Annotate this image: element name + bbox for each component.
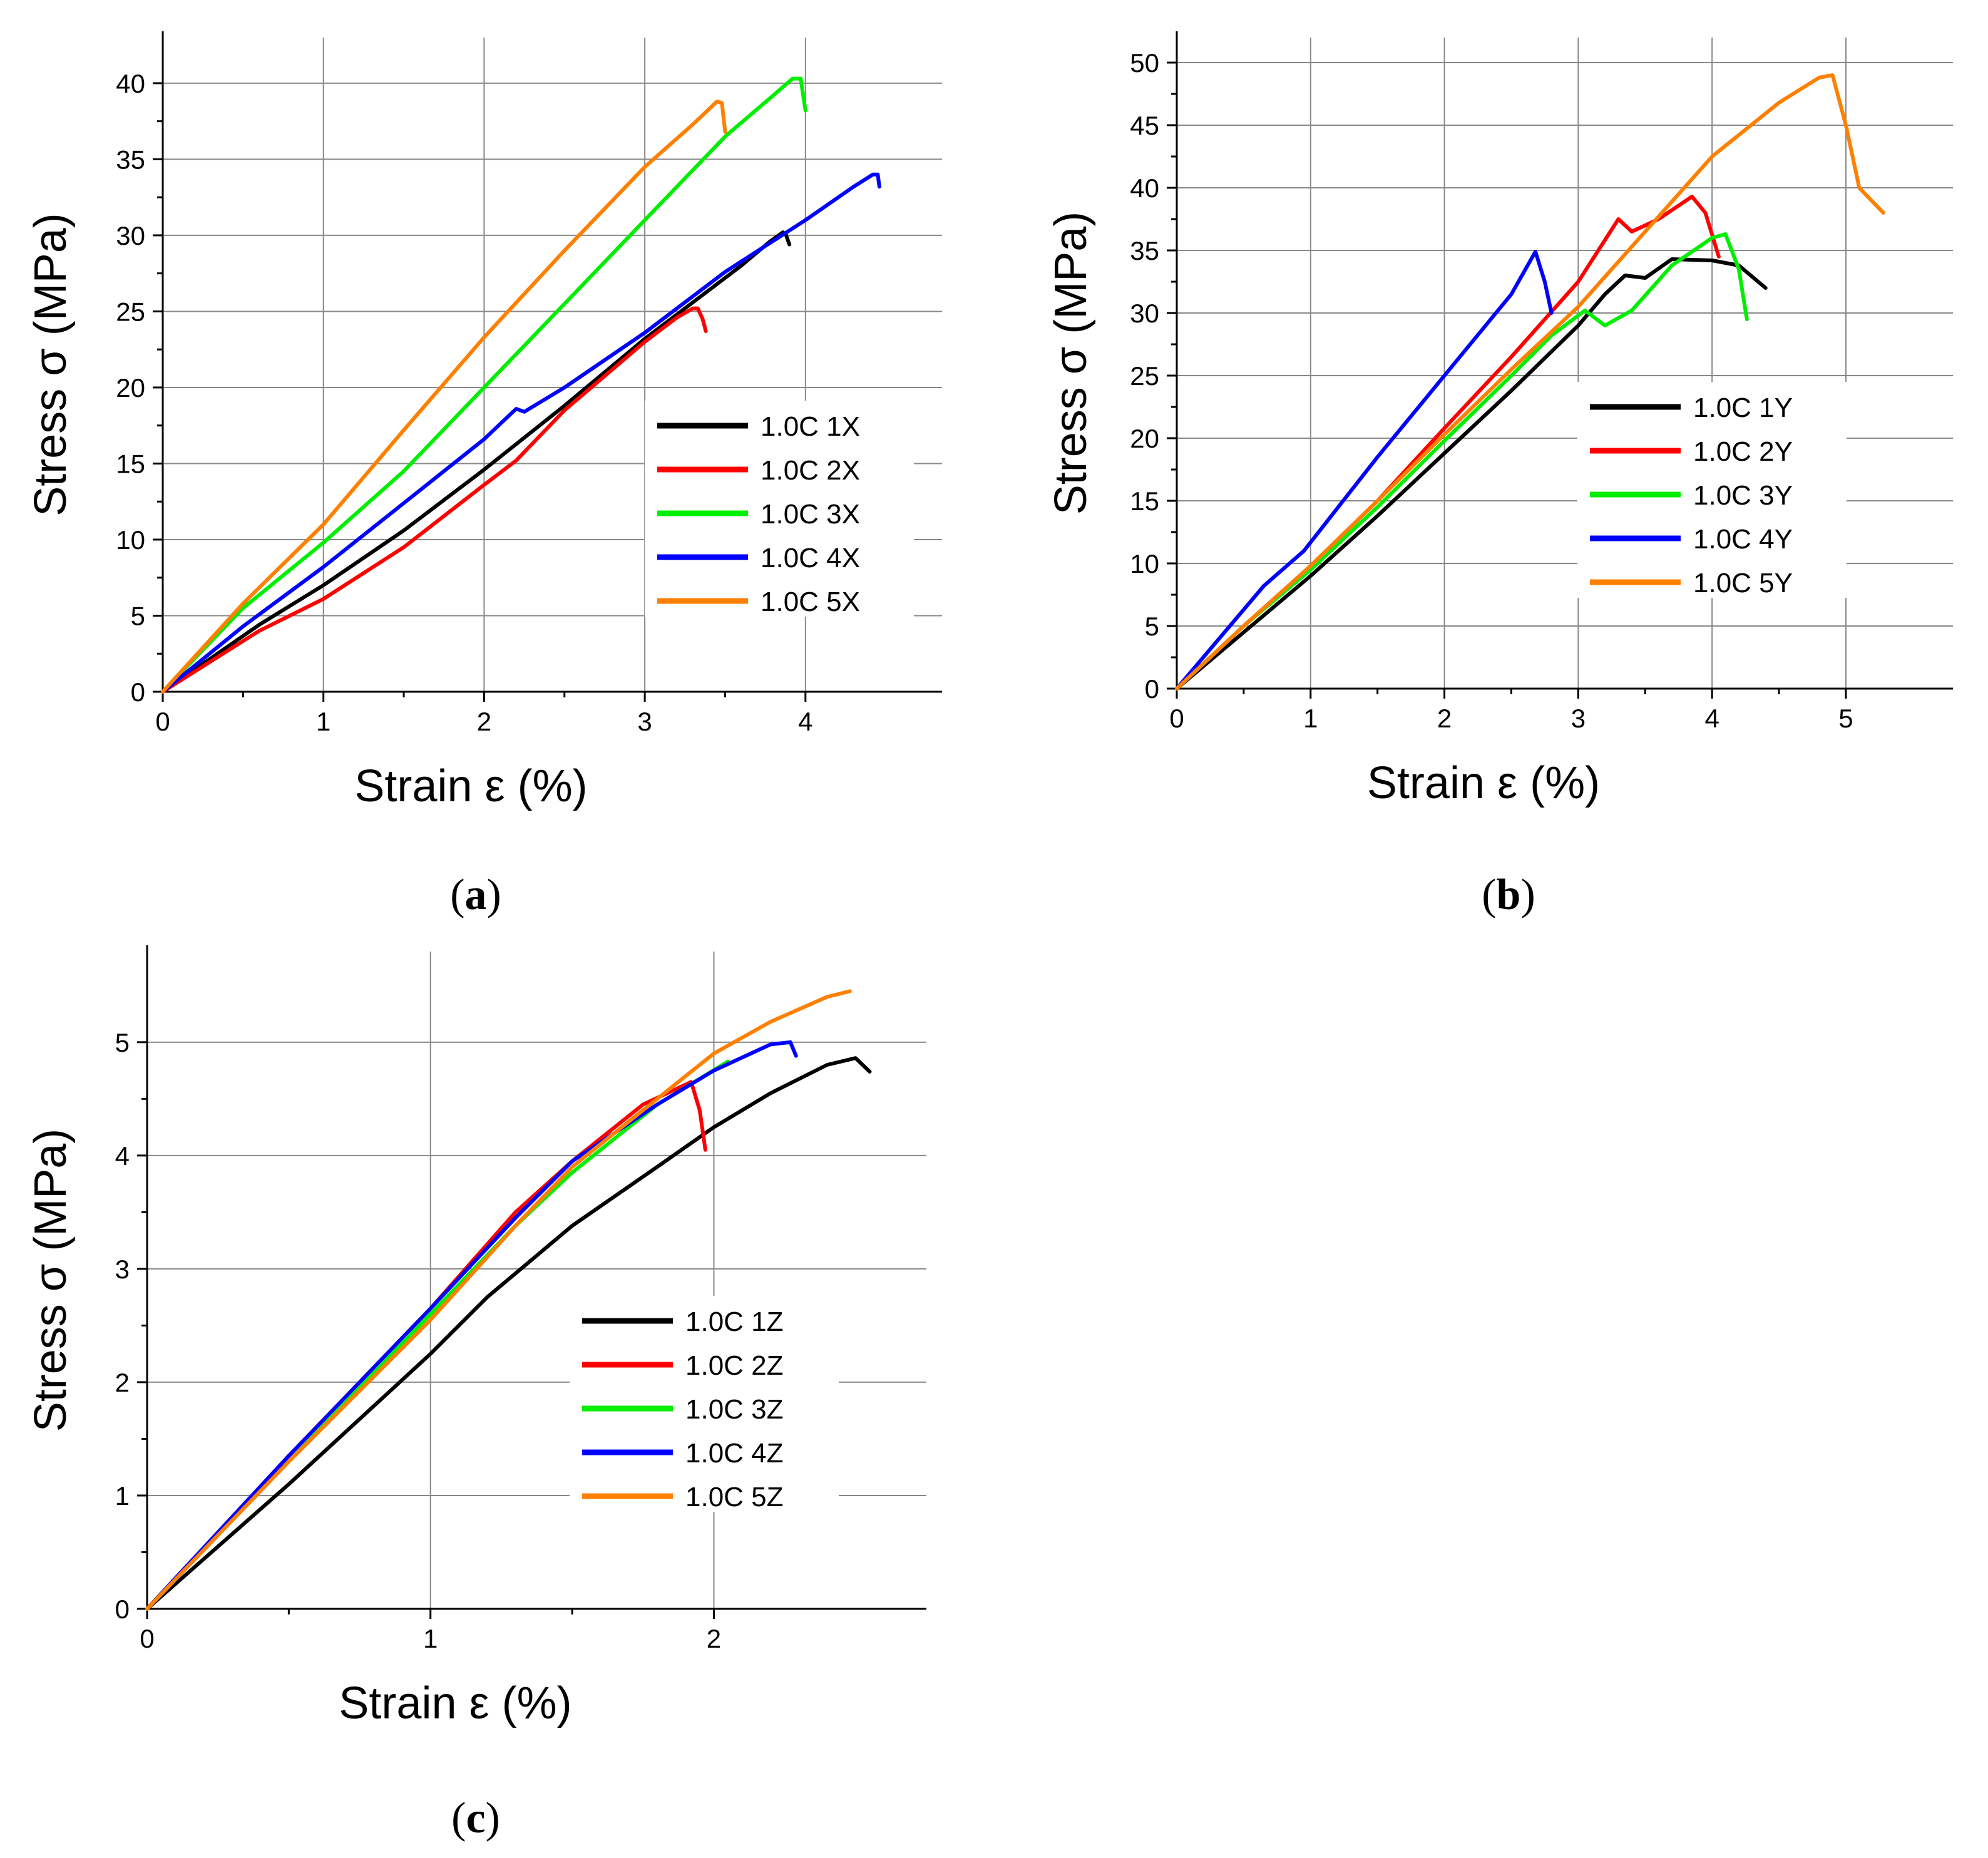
legend-label: 1.0C 4Z: [685, 1438, 784, 1469]
caption-b: (b): [1482, 871, 1535, 919]
y-tick-label: 50: [1130, 48, 1159, 78]
x-axis-label: Strain ε (%): [354, 761, 587, 811]
y-tick-label: 15: [116, 449, 145, 478]
legend-label: 1.0C 4X: [761, 543, 860, 573]
y-tick-label: 25: [116, 297, 145, 326]
legend-label: 1.0C 1Y: [1693, 393, 1793, 423]
y-tick-label: 10: [116, 525, 145, 555]
legend-label: 1.0C 5Y: [1693, 568, 1793, 598]
series-line-3: [161, 76, 807, 694]
x-tick-label: 1: [423, 1624, 438, 1653]
x-tick-label: 2: [707, 1624, 721, 1653]
y-tick-label: 0: [1145, 674, 1159, 704]
y-tick-label: 0: [131, 677, 145, 707]
legend-label: 1.0C 3Y: [1693, 480, 1793, 511]
caption-c: (c): [451, 1794, 500, 1842]
y-tick-label: 40: [1130, 173, 1159, 203]
y-tick-label: 30: [116, 221, 145, 250]
x-tick-label: 0: [155, 707, 170, 736]
chart-c: 0 1 2 0 1 2 3 4 5 Strain ε (%) Stress σ (MPa) 1.0C …: [26, 945, 926, 1728]
y-tick-label: 35: [116, 145, 145, 174]
y-tick-label: 5: [131, 601, 145, 630]
legend-label: 1.0C 5Z: [685, 1482, 784, 1512]
x-tick-label: 0: [140, 1624, 154, 1653]
y-tick-label: 3: [115, 1255, 130, 1284]
x-tick-label: 3: [1571, 704, 1586, 733]
y-tick-label: 20: [116, 373, 145, 403]
caption-a: (a): [450, 871, 501, 919]
x-tick-label: 2: [1437, 704, 1452, 733]
y-tick-label: 25: [1130, 361, 1159, 391]
legend-label: 1.0C 2X: [761, 455, 860, 486]
y-tick-label: 45: [1130, 111, 1159, 140]
legend-box: [645, 401, 914, 617]
legend-label: 1.0C 2Y: [1693, 436, 1793, 467]
x-tick-label: 0: [1169, 704, 1184, 733]
legend-label: 1.0C 3X: [761, 499, 860, 530]
series-line-1: [1175, 257, 1768, 690]
series-line-1: [145, 1056, 872, 1611]
y-tick-label: 1: [115, 1481, 130, 1511]
y-tick-label: 5: [1145, 612, 1159, 641]
legend-box: [570, 1296, 839, 1512]
x-tick-label: 3: [637, 707, 652, 736]
y-tick-label: 0: [115, 1594, 130, 1624]
y-tick-label: 15: [1130, 486, 1159, 516]
x-axis-label: Strain ε (%): [1367, 758, 1600, 808]
legend-label: 1.0C 5X: [761, 587, 860, 617]
y-tick-label: 40: [116, 69, 145, 98]
y-axis-label: Stress σ (MPa): [26, 213, 76, 516]
series-line-5: [161, 100, 727, 694]
legend-label: 1.0C 3Z: [685, 1394, 784, 1425]
x-tick-label: 1: [1303, 704, 1318, 733]
x-tick-label: 1: [316, 707, 330, 736]
x-tick-label: 4: [798, 707, 812, 736]
x-axis-label: Strain ε (%): [339, 1678, 571, 1728]
series-line-4: [1175, 250, 1554, 690]
x-tick-label: 5: [1838, 704, 1853, 733]
y-tick-label: 2: [115, 1368, 130, 1397]
legend-label: 1.0C 1Z: [685, 1306, 784, 1337]
series-line-3: [1175, 232, 1749, 690]
legend-label: 1.0C 2Z: [685, 1350, 784, 1381]
x-tick-label: 4: [1704, 704, 1719, 733]
y-axis-label: Stress σ (MPa): [26, 1129, 76, 1432]
legend-label: 1.0C 4Y: [1693, 524, 1793, 555]
series-line-5: [1175, 73, 1885, 690]
series-line-2: [161, 306, 708, 694]
legend-box: [1577, 382, 1847, 598]
series-line-4: [161, 172, 881, 694]
y-tick-label: 5: [115, 1028, 130, 1057]
y-tick-label: 30: [1130, 299, 1159, 328]
y-tick-label: 20: [1130, 424, 1159, 453]
x-tick-label: 2: [477, 707, 491, 736]
y-tick-label: 35: [1130, 236, 1159, 265]
legend-label: 1.0C 1X: [761, 411, 860, 442]
y-axis-label: Stress σ (MPa): [1046, 212, 1096, 515]
series-line-5: [145, 989, 852, 1611]
y-tick-label: 4: [115, 1141, 130, 1171]
y-tick-label: 10: [1130, 549, 1159, 578]
